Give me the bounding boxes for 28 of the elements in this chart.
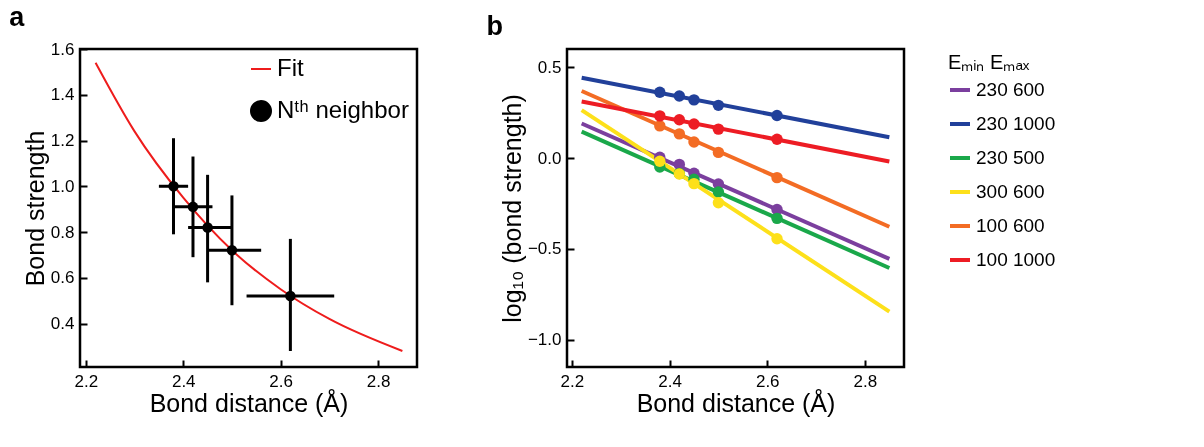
y-tick-label: 0.5 <box>537 57 562 77</box>
y-tick-label: −0.5 <box>527 239 562 259</box>
legend-label: 230 600 <box>976 79 1045 100</box>
y-tick-label: 0.0 <box>537 148 562 168</box>
legend-label: 230 500 <box>976 147 1045 168</box>
legend-title: Eₘᵢₙ Eₘₐₓ <box>948 51 1030 73</box>
legend-label: Fit <box>277 54 304 81</box>
chart-title: b <box>486 11 503 41</box>
y-tick-label: 0.6 <box>50 268 75 288</box>
y-tick-label: 0.4 <box>50 314 75 334</box>
y-tick-label: −1.0 <box>527 330 562 350</box>
y-tick-label: 1.4 <box>50 85 75 105</box>
legend-label: Nᵗʰ neighbor <box>277 96 409 123</box>
legend-label: 100 1000 <box>976 249 1056 270</box>
y-tick-label: 0.8 <box>50 222 75 242</box>
legend-label: 100 600 <box>976 215 1045 236</box>
y-axis-title: Bond strength <box>20 130 49 287</box>
x-tick-label: 2.2 <box>74 371 99 391</box>
x-tick-label: 2.8 <box>853 371 878 391</box>
x-tick-label: 2.8 <box>366 371 391 391</box>
y-tick-label: 1.2 <box>50 131 75 151</box>
legend-label: 300 600 <box>976 181 1045 202</box>
y-tick-label: 1.0 <box>50 176 75 196</box>
x-tick-label: 2.2 <box>560 371 585 391</box>
y-axis-title: log₁₀ (bond strength) <box>497 94 526 323</box>
legend-label: 230 1000 <box>976 113 1056 134</box>
y-tick-label: 1.6 <box>50 39 75 59</box>
chart-title: a <box>9 2 26 32</box>
